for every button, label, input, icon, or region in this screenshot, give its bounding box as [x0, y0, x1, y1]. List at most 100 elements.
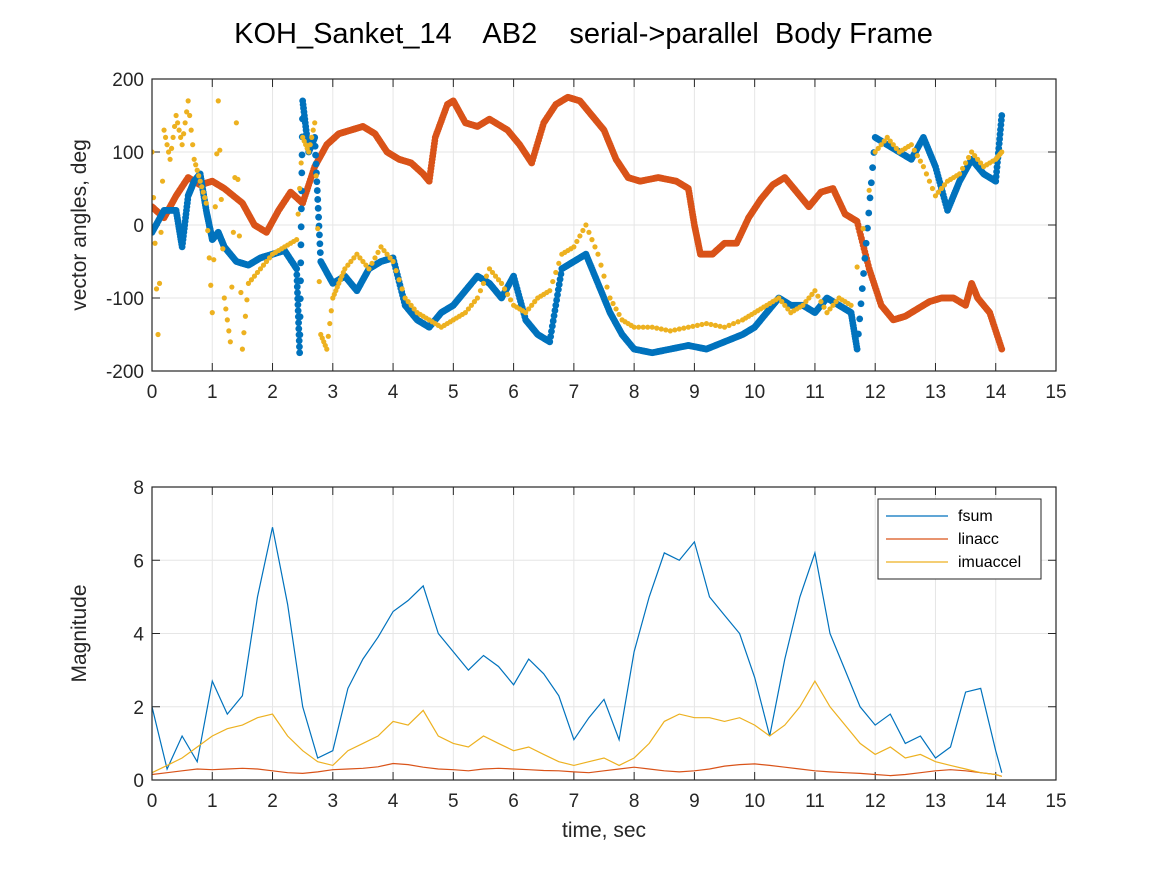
scatter-point: [354, 251, 360, 257]
x-tick-label: 4: [388, 791, 399, 812]
scatter-point: [209, 310, 215, 316]
scatter-point: [941, 182, 948, 188]
scatter-point: [529, 302, 535, 308]
x-tick-label: 0: [147, 791, 158, 812]
scatter-point: [316, 278, 322, 285]
scatter-point: [217, 147, 223, 153]
scatter-point: [577, 233, 583, 239]
scatter-point: [730, 320, 737, 327]
scatter-point: [893, 145, 899, 151]
scatter-point: [206, 255, 212, 261]
scatter-point: [676, 326, 682, 332]
scatter-point: [254, 269, 261, 276]
scatter-point: [547, 333, 555, 340]
scatter-point: [297, 185, 303, 192]
scatter-point: [969, 149, 975, 155]
legend: fsum linacc imuaccel: [877, 498, 1042, 580]
y-tick-label: 8: [133, 478, 144, 499]
scatter-point: [477, 288, 484, 294]
scatter-point: [348, 258, 354, 265]
scatter-point: [551, 307, 559, 314]
plot-2: 0 1 2 3 4 5 6 7 8 9 10 11 12 13 14 1502468Magnitudetime…: [68, 478, 1067, 842]
scatter-series-3: [152, 98, 1005, 352]
scatter-point: [167, 156, 173, 162]
scatter-point: [233, 120, 239, 126]
scatter-point: [855, 330, 862, 338]
scatter-point: [312, 120, 318, 126]
x-tick-label: 9: [689, 382, 700, 403]
scatter-point: [911, 147, 917, 153]
scatter-point: [313, 178, 321, 186]
scatter-point: [153, 286, 160, 292]
scatter-point: [251, 273, 258, 279]
scatter-point: [293, 271, 301, 279]
figure-title: KOH_Sanket_14 AB2 serial->parallel Body …: [234, 18, 933, 50]
scatter-point: [610, 300, 616, 307]
plot-frame: [151, 486, 1057, 781]
scatter-point: [345, 262, 351, 268]
scatter-point: [298, 151, 306, 159]
scatter-point: [681, 325, 687, 331]
scatter-point: [875, 145, 881, 151]
scatter-point: [185, 98, 191, 104]
scatter-point: [327, 320, 333, 327]
scatter-point: [833, 299, 839, 305]
x-tick-label: 3: [328, 791, 339, 812]
scatter-point: [865, 209, 873, 217]
plot-frame: [151, 78, 1057, 372]
scatter-point: [917, 158, 924, 164]
scatter-point: [307, 142, 313, 148]
scatter-point: [168, 145, 175, 151]
scatter-point: [504, 291, 511, 297]
scatter-point: [866, 187, 872, 193]
scatter-point: [548, 322, 556, 330]
legend-label-imuaccel: imuaccel: [958, 554, 1021, 571]
scatter-point: [294, 307, 302, 315]
scatter-point: [483, 273, 490, 279]
scatter-point: [890, 142, 896, 148]
scatter-point: [975, 156, 981, 162]
scatter-point: [257, 266, 264, 272]
x-tick-label: 15: [1045, 791, 1066, 812]
scatter-point: [800, 302, 806, 308]
scatter-point: [342, 266, 348, 272]
scatter-point: [310, 127, 316, 133]
scatter-point: [555, 281, 563, 288]
scatter-point: [295, 211, 301, 217]
scatter-point: [230, 229, 236, 235]
scatter-point: [208, 282, 214, 288]
scatter-point: [938, 185, 945, 192]
scatter-point: [200, 189, 206, 195]
scatter-point: [182, 120, 188, 126]
scatter-point: [956, 171, 963, 177]
scatter-point: [316, 249, 324, 257]
scatter-point: [856, 315, 864, 323]
scatter-point: [583, 222, 589, 228]
scatter-point: [708, 321, 714, 328]
scatter-point: [236, 233, 242, 239]
scatter-point: [298, 160, 304, 166]
scatter-point: [181, 131, 187, 137]
scatter-point: [315, 213, 322, 221]
scatter-point: [235, 176, 241, 182]
x-tick-label: 10: [744, 791, 765, 812]
scatter-point: [194, 167, 200, 173]
scatter-point: [179, 142, 185, 148]
scatter-point: [229, 284, 235, 290]
scatter-point: [245, 280, 252, 286]
scatter-point: [480, 280, 487, 286]
x-axis-label: time, sec: [562, 819, 646, 842]
scatter-point: [223, 306, 229, 312]
scatter-point: [296, 313, 304, 321]
x-tick-label: 6: [508, 382, 519, 403]
scatter-point: [156, 280, 163, 286]
scatter-point: [507, 297, 514, 303]
scatter-point: [887, 138, 893, 144]
scatter-point: [672, 327, 678, 333]
x-tick-label: 5: [448, 382, 459, 403]
scatter-point: [782, 302, 788, 308]
x-tick-label: 8: [629, 791, 640, 812]
scatter-point: [929, 185, 936, 192]
scatter-point: [959, 165, 966, 172]
